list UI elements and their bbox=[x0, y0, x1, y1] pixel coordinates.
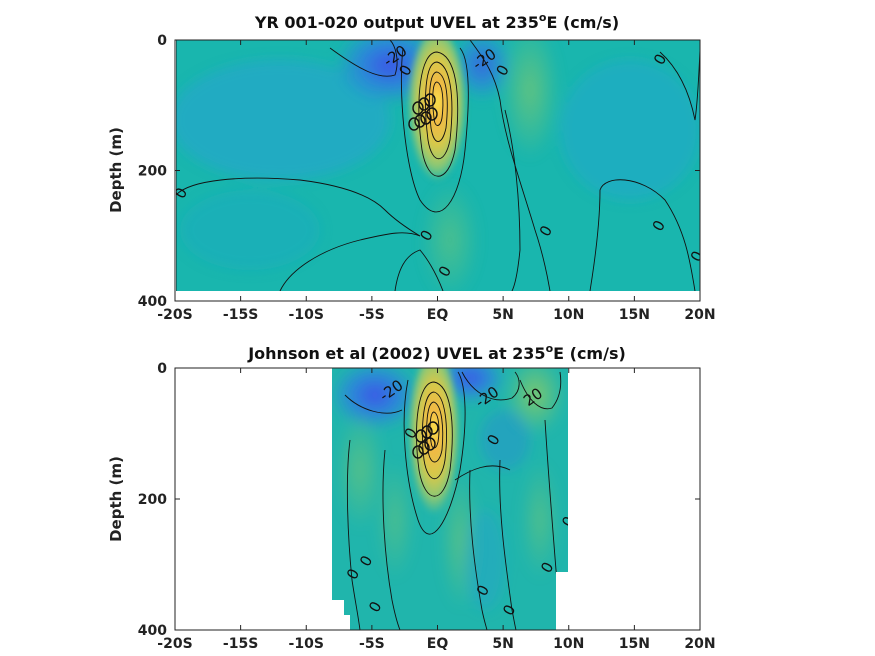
y-tick-label: 0 bbox=[157, 33, 167, 49]
x-tick-label: 20N bbox=[684, 307, 715, 323]
contour-lines bbox=[176, 40, 700, 291]
x-tick-label: -10S bbox=[289, 307, 324, 323]
x-tick-label: -10S bbox=[289, 636, 324, 652]
plot-frame bbox=[174, 367, 701, 631]
axis-ticks: -20S -15S -10S -5S EQ 5N 10N 15N 20N 0 200 400 bbox=[138, 33, 716, 323]
missing-data-mask bbox=[332, 572, 568, 630]
x-tick-label: EQ bbox=[427, 636, 449, 652]
y-tick-label: 200 bbox=[138, 164, 167, 180]
y-tick-label: 200 bbox=[138, 492, 167, 508]
eastward-core bbox=[408, 368, 460, 523]
x-tick-label: EQ bbox=[427, 307, 449, 323]
x-tick-label: -15S bbox=[223, 636, 258, 652]
x-tick-label: -20S bbox=[157, 636, 192, 652]
x-tick-label: -5S bbox=[359, 636, 385, 652]
x-tick-label: -15S bbox=[223, 307, 258, 323]
contour-label-clutter bbox=[408, 93, 438, 131]
panel-bottom: -20-2020000000000 -20S -15S -10S -5S EQ 5N 10N… bbox=[107, 342, 716, 652]
x-tick-label: 5N bbox=[492, 307, 513, 323]
contour-label-clutter bbox=[412, 421, 439, 459]
velocity-field: -20-2020000000000 bbox=[332, 368, 578, 630]
x-tick-label: 10N bbox=[553, 636, 584, 652]
y-tick-label: 400 bbox=[138, 623, 167, 639]
x-tick-label: 20N bbox=[684, 636, 715, 652]
axis-ticks: -20S -15S -10S -5S EQ 5N 10N 15N 20N 0 200 400 bbox=[138, 361, 716, 652]
y-tick-label: 400 bbox=[138, 294, 167, 310]
x-tick-label: 10N bbox=[553, 307, 584, 323]
chart-title: Johnson et al (2002) UVEL at 235oE (cm/s… bbox=[247, 342, 626, 363]
x-tick-label: 5N bbox=[492, 636, 513, 652]
y-axis-label: Depth (m) bbox=[107, 456, 125, 542]
plot-frame bbox=[174, 39, 701, 302]
y-axis-label: Depth (m) bbox=[107, 127, 125, 213]
y-tick-label: 0 bbox=[157, 361, 167, 377]
x-tick-label: 15N bbox=[619, 307, 650, 323]
chart-title: YR 001-020 output UVEL at 235oE (cm/s) bbox=[254, 11, 619, 32]
x-tick-label: 15N bbox=[619, 636, 650, 652]
x-tick-label: -5S bbox=[359, 307, 385, 323]
x-tick-label: -20S bbox=[157, 307, 192, 323]
contour-label: 0 bbox=[558, 513, 578, 530]
